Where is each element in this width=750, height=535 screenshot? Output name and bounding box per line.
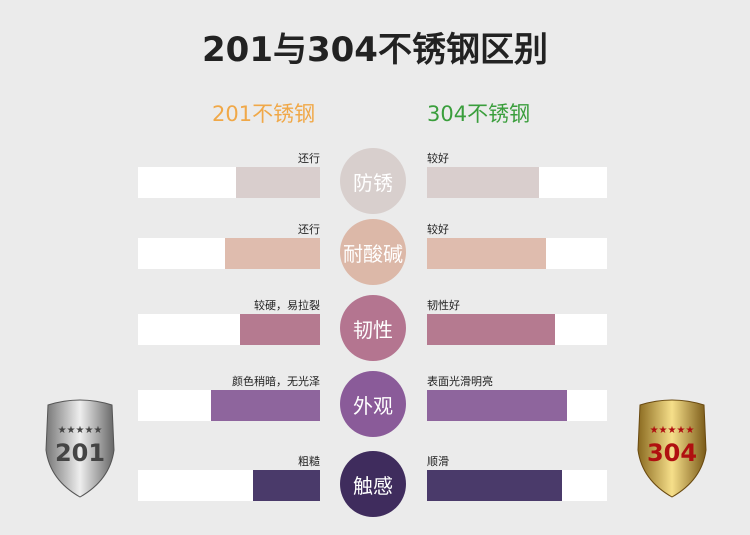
bar-201-fill (225, 238, 320, 269)
bar-304-fill (427, 390, 568, 421)
bar-304 (427, 470, 607, 501)
property-circle: 韧性 (340, 295, 406, 361)
badge-304-text: 304 (647, 439, 697, 467)
bar-304 (427, 314, 607, 345)
bar-201-fill (252, 470, 320, 501)
left-label: 还行 (298, 152, 320, 165)
bar-304-fill (427, 167, 539, 198)
shield-201-icon: ★★★★★ 201 (45, 399, 115, 498)
page-title: 201与304不锈钢区别 (202, 30, 548, 70)
bar-201 (138, 167, 320, 198)
right-label: 顺滑 (427, 455, 449, 468)
left-label: 粗糙 (298, 455, 320, 468)
left-label: 颜色稍暗，无光泽 (232, 375, 320, 388)
bar-201-fill (239, 314, 320, 345)
badge-201-text: 201 (55, 439, 105, 467)
left-label: 还行 (298, 223, 320, 236)
property-circle: 外观 (340, 371, 406, 437)
bar-304-fill (427, 238, 546, 269)
bar-304-fill (427, 470, 562, 501)
column-header-304: 304不锈钢 (427, 102, 531, 126)
left-label: 较硬，易拉裂 (254, 299, 320, 312)
svg-text:★★★★★: ★★★★★ (650, 425, 695, 436)
bar-304 (427, 390, 607, 421)
bar-304 (427, 238, 607, 269)
bar-304 (427, 167, 607, 198)
svg-text:★★★★★: ★★★★★ (58, 425, 103, 436)
bar-304-fill (427, 314, 555, 345)
column-header-201: 201不锈钢 (212, 102, 316, 126)
bar-201 (138, 238, 320, 269)
bar-201 (138, 390, 320, 421)
property-circle: 触感 (340, 451, 406, 517)
property-circle: 耐酸碱 (340, 219, 406, 285)
bar-201 (138, 314, 320, 345)
shield-304-icon: ★★★★★ 304 (637, 399, 707, 498)
right-label: 表面光滑明亮 (427, 375, 493, 388)
right-label: 韧性好 (427, 299, 460, 312)
bar-201-fill (210, 390, 320, 421)
right-label: 较好 (427, 223, 449, 236)
property-circle: 防锈 (340, 148, 406, 214)
bar-201-fill (236, 167, 320, 198)
right-label: 较好 (427, 152, 449, 165)
bar-201 (138, 470, 320, 501)
